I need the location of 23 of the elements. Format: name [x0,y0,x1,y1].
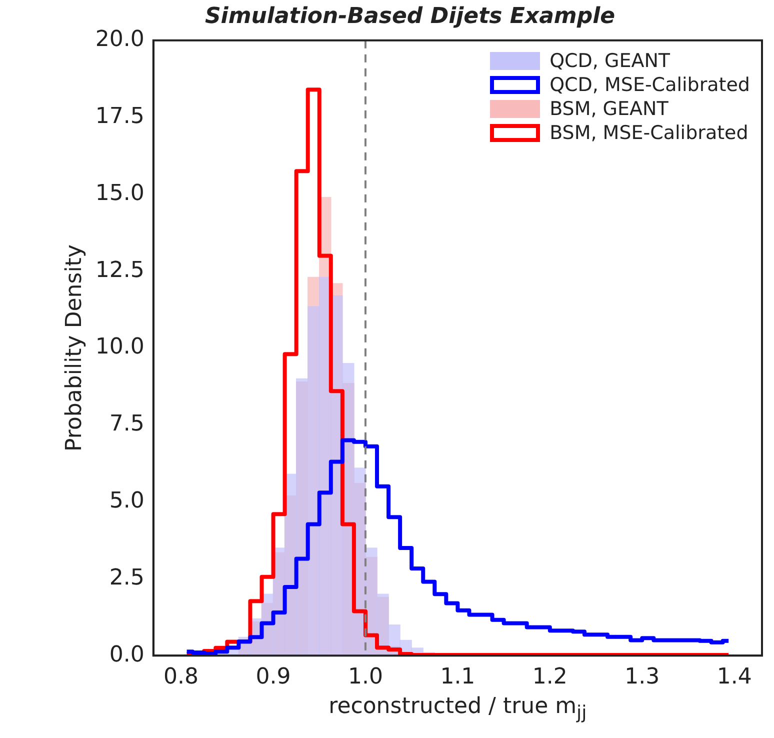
x-tick-label: 1.3 [624,664,660,690]
x-tick-label: 0.9 [256,664,291,690]
x-tick-label: 0.8 [164,664,199,690]
x-tick-label: 1.0 [348,664,383,690]
y-tick-label: 10.0 [95,334,144,360]
y-tick-label: 15.0 [95,180,144,206]
y-tick-label: 2.5 [109,565,144,590]
legend-label: BSM, GEANT [550,98,668,120]
y-axis-title: Probability Density [62,244,87,452]
y-tick-label: 0.0 [109,642,144,668]
y-tick-label: 7.5 [109,412,144,437]
x-tick-label: 1.4 [716,664,752,690]
legend-label: QCD, MSE-Calibrated [550,74,750,96]
chart-title: Simulation-Based Dijets Example [204,4,616,29]
y-tick-label: 12.5 [95,258,144,283]
x-tick-label: 1.1 [440,664,476,690]
y-tick-label: 17.5 [95,104,144,130]
legend-label: QCD, GEANT [550,50,670,72]
x-tick-label: 1.2 [532,664,568,690]
y-tick-label: 20.0 [95,27,144,52]
x-axis-title: reconstructed / true m$_{jj}$ [328,694,588,723]
legend-label: BSM, MSE-Calibrated [550,122,748,144]
y-tick-label: 5.0 [109,488,144,514]
